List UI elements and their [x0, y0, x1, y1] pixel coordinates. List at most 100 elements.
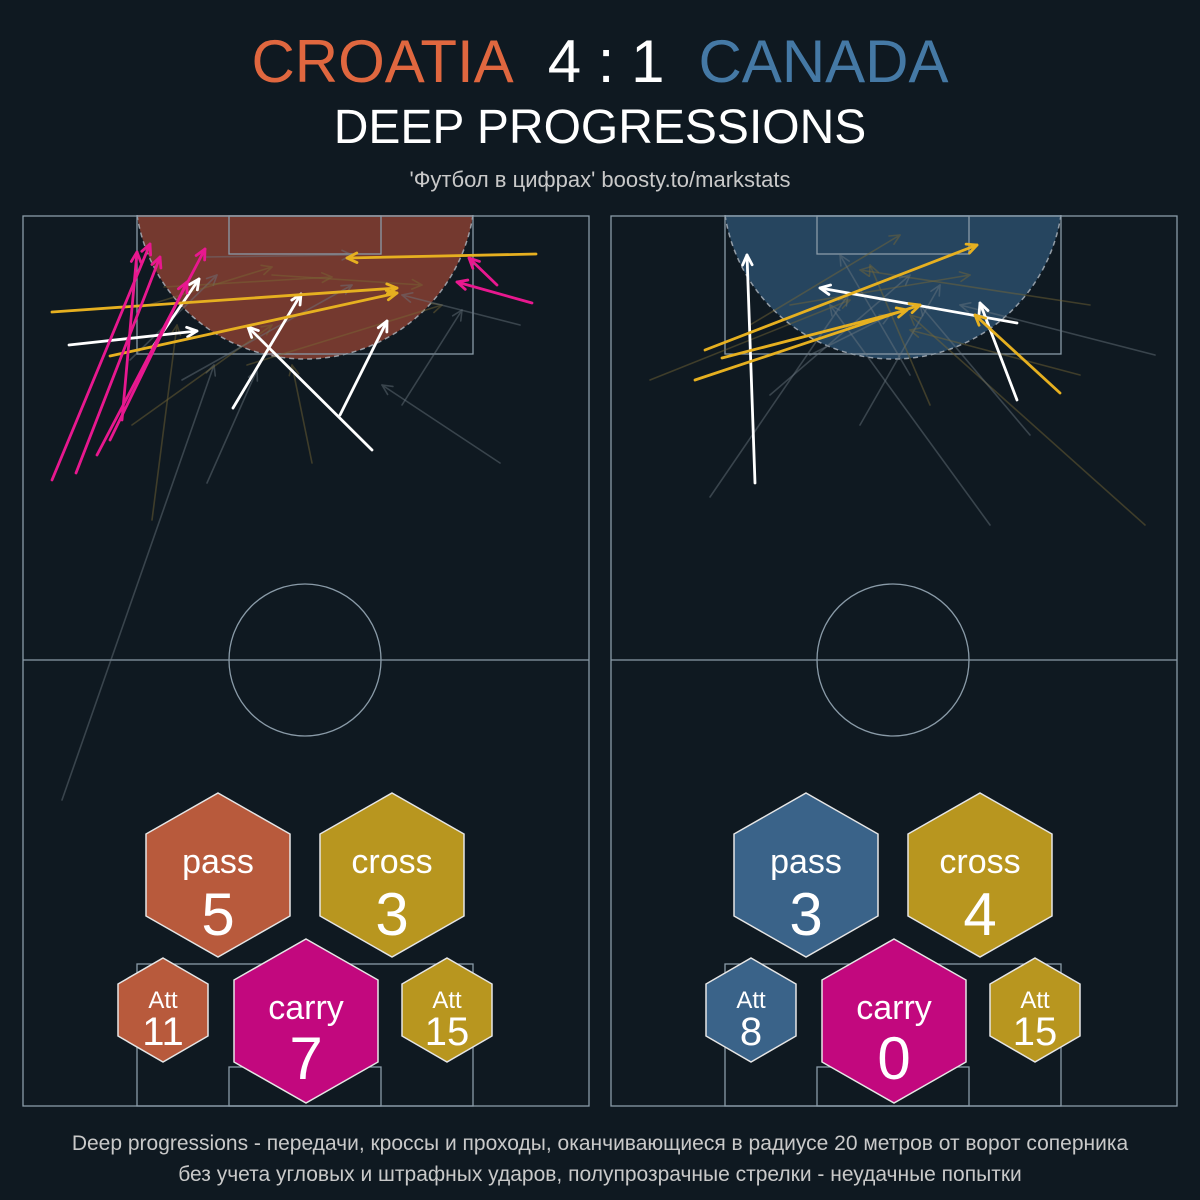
home-failed-arrow-3 — [206, 369, 259, 484]
away-failed-arrow-5-shaft — [959, 304, 1156, 356]
home-failed-arrow-12-shaft — [271, 274, 423, 286]
home-carry-arrow-2-head — [150, 255, 163, 270]
home-pass-arrow-1-head — [185, 325, 199, 339]
away-failed-arrow-12-shaft — [789, 274, 971, 306]
home-failed-arrow-15-shaft — [401, 309, 463, 406]
home-failed-arrow-6 — [131, 324, 273, 426]
home-centre-circle — [228, 583, 382, 737]
home-failed-arrow-7-head — [205, 274, 218, 287]
home-failed-arrow-13-shaft — [203, 254, 353, 258]
footer-line-2: без учета угловых и штрафных ударов, пол… — [178, 1163, 1022, 1186]
home-carry-hex-shape — [233, 938, 379, 1104]
away-pass-arrow-1-head — [741, 253, 754, 267]
home-pass-attempts-hex-value: 11 — [142, 1010, 184, 1054]
away-failed-arrow-14-head — [909, 327, 922, 338]
chart-title: DEEP PROGRESSIONS — [333, 101, 867, 154]
away-failed-arrow-9-head — [930, 284, 941, 297]
home-carry-arrow-5-head — [129, 250, 143, 264]
home-failed-arrow-15-head — [451, 309, 463, 322]
away-pass-hex-label: pass — [770, 843, 842, 881]
home-pass-hex-label: pass — [182, 843, 254, 881]
away-pass-hex-shape — [733, 792, 879, 958]
away-goal-zone-edge — [724, 215, 1062, 360]
home-pass-arrow-4-head — [376, 319, 389, 334]
home-cross-arrow-3-head — [345, 251, 359, 264]
away-failed-arrow-1 — [709, 294, 849, 498]
away-pass-arrow-1-shaft — [745, 253, 757, 485]
away-cross-arrow-4 — [720, 306, 909, 360]
away-cross-arrow-2-head — [907, 302, 922, 315]
away-cross-attempts-hex-label: Att — [1020, 987, 1050, 1014]
home-failed-arrow-14-head — [321, 272, 333, 284]
home-carry-arrow-4-head — [176, 280, 189, 295]
away-cross-arrow-3 — [973, 313, 1062, 395]
away-cross-attempts-hex-shape — [989, 957, 1081, 1063]
home-cross-arrow-2-head — [384, 289, 399, 302]
home-cross-hex-value: 3 — [375, 881, 408, 948]
home-failed-arrow-1-shaft — [61, 364, 215, 801]
scoreline: CROATIA 4 : 1 CANADA — [0, 28, 1200, 96]
home-failed-arrow-8-head — [260, 264, 273, 276]
away-top-six-yard-box — [816, 215, 970, 255]
away-cross-arrow-1-head — [964, 242, 979, 255]
away-failed-arrow-14 — [909, 327, 1081, 376]
away-carry-hex-shape — [821, 938, 967, 1104]
away-cross-arrow-4-shaft — [720, 308, 909, 360]
home-carry-arrow-3-head — [194, 247, 207, 262]
away-failed-arrow-8 — [749, 234, 901, 326]
away-failed-arrow-15-shaft — [839, 254, 911, 376]
home-pass-arrow-2-head — [188, 277, 201, 292]
home-pass-attempts-hex-shape — [117, 957, 209, 1063]
away-goal-zone — [725, 215, 1061, 360]
away-cross-arrow-3-head — [973, 313, 987, 327]
home-cross-arrow-2-shaft — [108, 291, 399, 358]
away-team-name: CANADA — [698, 28, 949, 95]
footer-line-1: Deep progressions - передачи, кроссы и п… — [71, 1132, 1129, 1155]
away-failed-arrow-8-shaft — [749, 234, 901, 326]
home-failed-arrow-5-head — [381, 384, 394, 396]
home-failed-arrow-8 — [141, 264, 273, 308]
away-failed-arrow-6-head — [859, 265, 872, 278]
home-pass-arrow-1 — [67, 325, 199, 347]
home-carry-arrow-6 — [455, 278, 534, 305]
away-failed-arrow-3 — [829, 304, 991, 526]
home-carry-arrow-2 — [74, 255, 163, 475]
home-carry-arrow-1-head — [140, 242, 153, 257]
home-goal-zone-edge — [136, 215, 474, 360]
home-failed-arrow-14 — [163, 272, 333, 288]
away-cross-attempts-hex-value: 15 — [1013, 1010, 1058, 1054]
credit-line: 'Футбол в цифрах' boosty.to/markstats — [409, 167, 791, 192]
away-cross-arrow-1 — [703, 242, 979, 352]
home-failed-arrow-12-head — [410, 278, 423, 290]
home-carry-arrow-7-shaft — [467, 256, 499, 287]
away-failed-arrow-13-shaft — [809, 314, 891, 356]
home-pass-hex-shape — [145, 792, 291, 958]
away-pass-arrow-3-head — [977, 301, 990, 316]
away-failed-arrow-12-head — [958, 271, 971, 283]
away-failed-arrow-5-head — [959, 302, 972, 313]
away-failed-arrow-7-shaft — [769, 274, 911, 396]
home-goal-zone — [137, 215, 473, 360]
home-failed-arrow-1 — [61, 364, 217, 801]
home-carry-arrow-6-head — [455, 278, 470, 291]
away-centre-circle — [816, 583, 970, 737]
home-cross-hex-label: cross — [351, 843, 432, 881]
home-failed-arrow-6-shaft — [131, 324, 273, 426]
home-carry-arrow-2-shaft — [74, 255, 162, 475]
away-cross-arrow-4-head — [894, 306, 909, 319]
away-cross-arrow-1-shaft — [703, 243, 979, 352]
home-failed-arrow-8-shaft — [141, 266, 273, 308]
home-cross-attempts-hex-value: 15 — [425, 1010, 470, 1054]
home-carry-hex-label: carry — [268, 989, 344, 1027]
home-failed-arrow-14-shaft — [163, 276, 333, 288]
home-failed-arrow-10-shaft — [246, 304, 443, 366]
home-pass-arrow-4-shaft — [338, 319, 389, 417]
away-failed-arrow-4-head — [838, 298, 851, 309]
home-pass-hex-value: 5 — [201, 881, 234, 948]
